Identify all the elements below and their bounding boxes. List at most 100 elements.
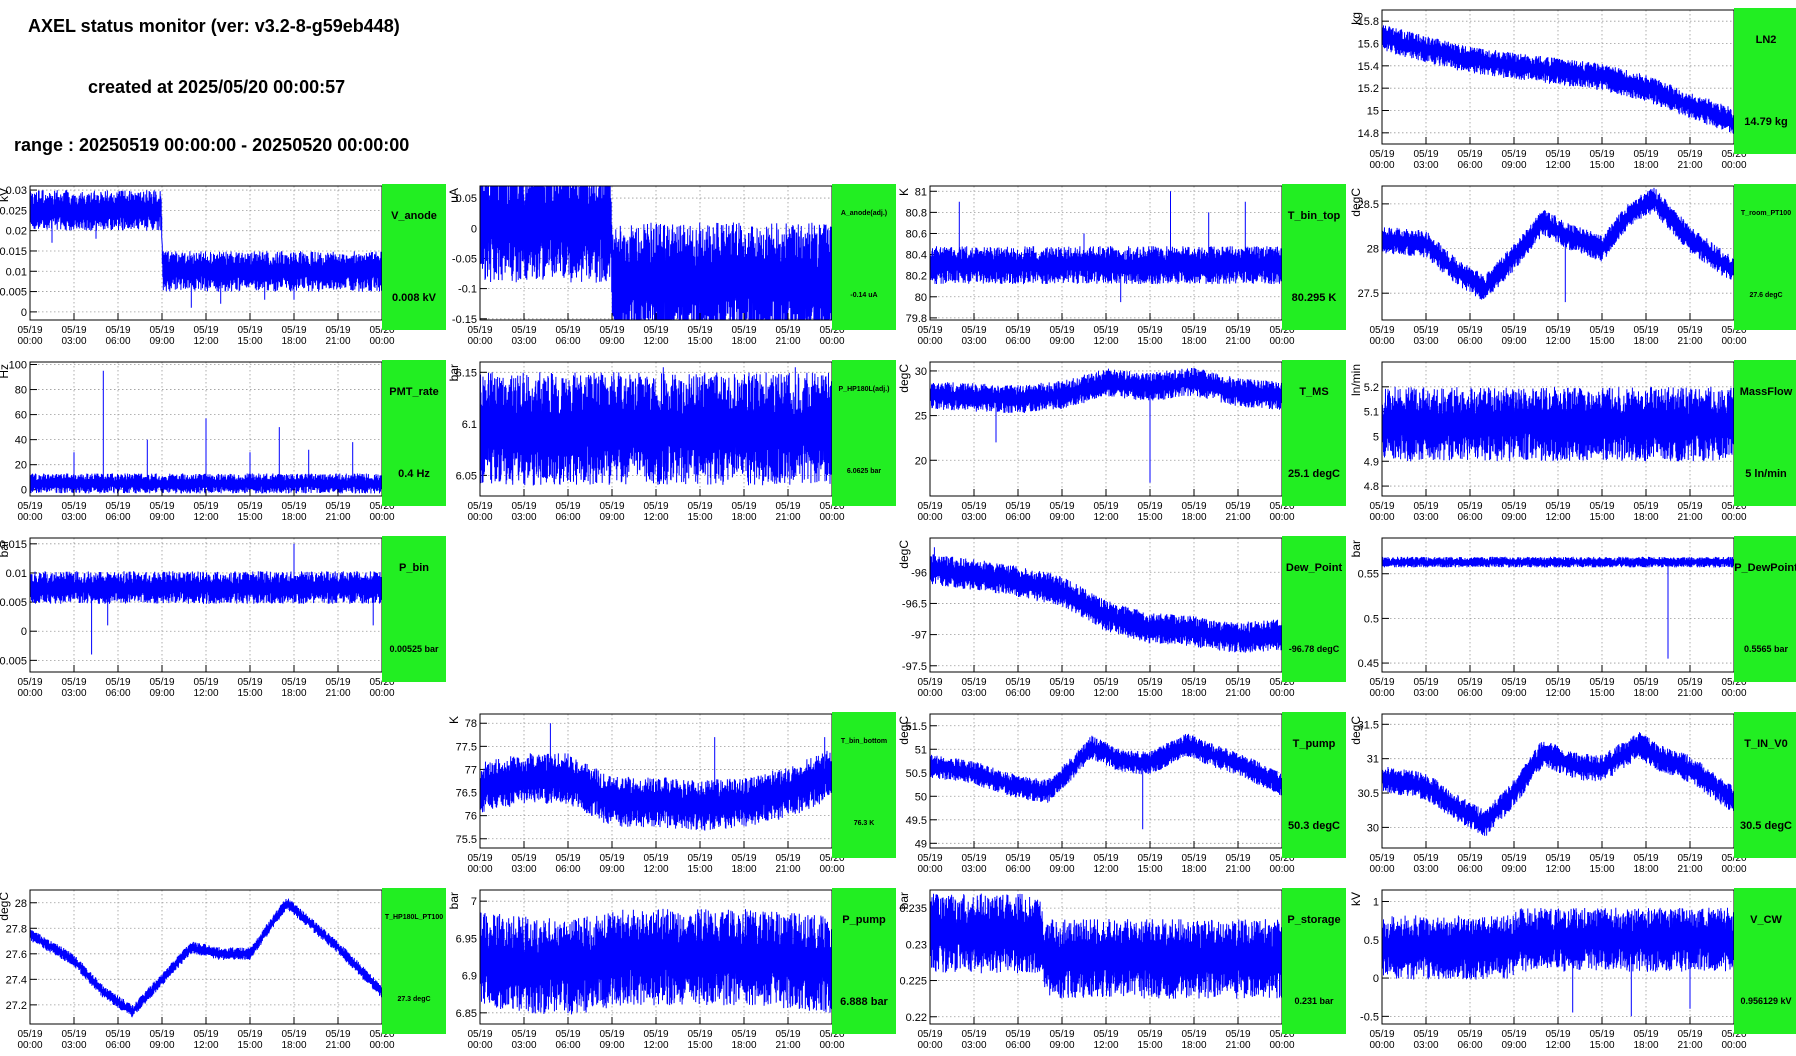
x-tick-date: 05/19 xyxy=(961,325,986,336)
x-tick-time: 00:00 xyxy=(1369,336,1394,347)
x-tick-time: 06:00 xyxy=(1457,512,1482,523)
x-tick-time: 00:00 xyxy=(1721,864,1746,875)
y-tick-label: 0 xyxy=(21,485,27,497)
x-tick-date: 05/20 xyxy=(1269,1029,1294,1040)
y-tick-label: 0 xyxy=(1373,973,1379,985)
status-box: Dew_Point -96.78 degC xyxy=(1282,536,1346,682)
x-tick-date: 05/19 xyxy=(1589,1029,1614,1040)
y-tick-label: 27.6 xyxy=(6,949,27,961)
x-tick-time: 06:00 xyxy=(1005,864,1030,875)
series-trace-V_CW xyxy=(1381,907,1735,1017)
x-tick-time: 09:00 xyxy=(149,1040,174,1051)
series-trace-LN2 xyxy=(1381,25,1735,134)
x-tick-date: 05/19 xyxy=(467,853,492,864)
x-tick-time: 00:00 xyxy=(369,336,394,347)
x-tick-time: 00:00 xyxy=(819,864,844,875)
x-tick-time: 00:00 xyxy=(917,864,942,875)
x-tick-time: 03:00 xyxy=(511,512,536,523)
x-tick-time: 09:00 xyxy=(599,1040,624,1051)
y-tick-label: 80.6 xyxy=(906,228,927,240)
x-tick-time: 21:00 xyxy=(325,688,350,699)
x-tick-time: 09:00 xyxy=(1049,688,1074,699)
y-tick-label: 78 xyxy=(465,718,477,730)
x-tick-time: 00:00 xyxy=(1369,512,1394,523)
x-tick-date: 05/20 xyxy=(1269,677,1294,688)
x-tick-date: 05/19 xyxy=(555,853,580,864)
status-box: A_anode(adj.) -0.14 uA xyxy=(832,184,896,330)
chart-svg: 02040608010005/1900:0005/1903:0005/1906:… xyxy=(0,360,395,523)
y-tick-label: 30 xyxy=(915,366,927,378)
y-tick-label: 15.4 xyxy=(1358,61,1379,73)
x-tick-date: 05/19 xyxy=(1633,325,1658,336)
x-tick-time: 06:00 xyxy=(555,336,580,347)
y-tick-label: 0 xyxy=(21,626,27,638)
status-box: T_HP180L_PT100 27.3 degC xyxy=(382,888,446,1034)
x-tick-time: 21:00 xyxy=(775,864,800,875)
x-tick-time: 12:00 xyxy=(193,336,218,347)
x-tick-date: 05/19 xyxy=(149,325,174,336)
x-tick-date: 05/19 xyxy=(17,1029,42,1040)
x-tick-date: 05/19 xyxy=(61,1029,86,1040)
x-tick-time: 18:00 xyxy=(281,336,306,347)
x-tick-date: 05/19 xyxy=(1369,501,1394,512)
x-tick-time: 21:00 xyxy=(1225,336,1250,347)
x-tick-time: 18:00 xyxy=(1633,160,1658,171)
status-box: V_anode 0.008 kV xyxy=(382,184,446,330)
y-axis-label: kg xyxy=(1349,12,1363,25)
x-tick-time: 00:00 xyxy=(1721,160,1746,171)
x-tick-date: 05/19 xyxy=(917,853,942,864)
current-value-label: 6.888 bar xyxy=(840,996,888,1008)
x-tick-time: 18:00 xyxy=(281,1040,306,1051)
x-tick-time: 21:00 xyxy=(1677,512,1702,523)
x-tick-date: 05/19 xyxy=(105,325,130,336)
x-tick-date: 05/19 xyxy=(1589,149,1614,160)
y-axis-label: degC xyxy=(1349,716,1363,745)
y-tick-label: 28 xyxy=(15,898,27,910)
y-tick-label: 0.225 xyxy=(899,976,927,988)
x-tick-date: 05/19 xyxy=(1589,677,1614,688)
x-tick-time: 18:00 xyxy=(281,512,306,523)
x-tick-time: 03:00 xyxy=(1413,1040,1438,1051)
chart-T_HP180L_PT100: 27.2 27.4 27.6 27.8 28 05/19 00:00 05/19 03:00 05… xyxy=(0,888,446,1056)
x-tick-time: 12:00 xyxy=(193,512,218,523)
x-tick-date: 05/19 xyxy=(1457,1029,1482,1040)
series-trace-T_bin_bottom xyxy=(479,723,833,831)
x-tick-date: 05/19 xyxy=(1633,1029,1658,1040)
x-tick-date: 05/19 xyxy=(1589,853,1614,864)
series-name-label: MassFlow xyxy=(1739,386,1793,398)
x-tick-date: 05/19 xyxy=(1633,149,1658,160)
series-name-label: V_CW xyxy=(1750,914,1782,926)
y-tick-label: 0.05 xyxy=(456,193,477,205)
x-tick-date: 05/19 xyxy=(1005,853,1030,864)
chart-svg: 75.57676.57777.57805/1900:0005/1903:0005… xyxy=(447,713,845,875)
x-tick-time: 00:00 xyxy=(1369,1040,1394,1051)
x-tick-time: 15:00 xyxy=(237,336,262,347)
y-tick-label: 6.9 xyxy=(462,971,477,983)
x-tick-time: 09:00 xyxy=(1049,512,1074,523)
chart-svg: 6.056.16.1505/1900:0005/1903:0005/1906:0… xyxy=(447,361,845,523)
chart-T_pump: 49 49.5 50 50.5 51 51.5 05/19 00:00 05/19 03:00 05… xyxy=(897,712,1346,880)
current-value-label: 14.79 kg xyxy=(1744,116,1788,128)
x-tick-date: 05/19 xyxy=(1545,149,1570,160)
current-value-label: 76.3 K xyxy=(853,820,875,827)
y-tick-label: 15 xyxy=(1367,106,1379,118)
y-tick-label: 0 xyxy=(471,223,477,235)
x-tick-date: 05/19 xyxy=(1181,677,1206,688)
series-trace-P_storage xyxy=(929,893,1283,999)
x-tick-date: 05/19 xyxy=(1413,677,1438,688)
x-tick-time: 03:00 xyxy=(961,336,986,347)
y-tick-label: 31.5 xyxy=(1358,719,1379,731)
x-tick-time: 03:00 xyxy=(511,864,536,875)
x-tick-date: 05/19 xyxy=(193,677,218,688)
y-axis-label: K xyxy=(447,716,461,724)
x-tick-date: 05/19 xyxy=(1457,501,1482,512)
x-tick-time: 18:00 xyxy=(731,864,756,875)
y-tick-label: 0.01 xyxy=(6,568,27,580)
x-tick-date: 05/19 xyxy=(1005,325,1030,336)
x-tick-time: 00:00 xyxy=(1369,688,1394,699)
x-tick-time: 00:00 xyxy=(917,688,942,699)
x-tick-time: 06:00 xyxy=(105,688,130,699)
x-tick-date: 05/19 xyxy=(193,1029,218,1040)
status-box: V_CW 0.956129 kV xyxy=(1734,888,1796,1034)
y-tick-label: -97.5 xyxy=(902,661,927,673)
